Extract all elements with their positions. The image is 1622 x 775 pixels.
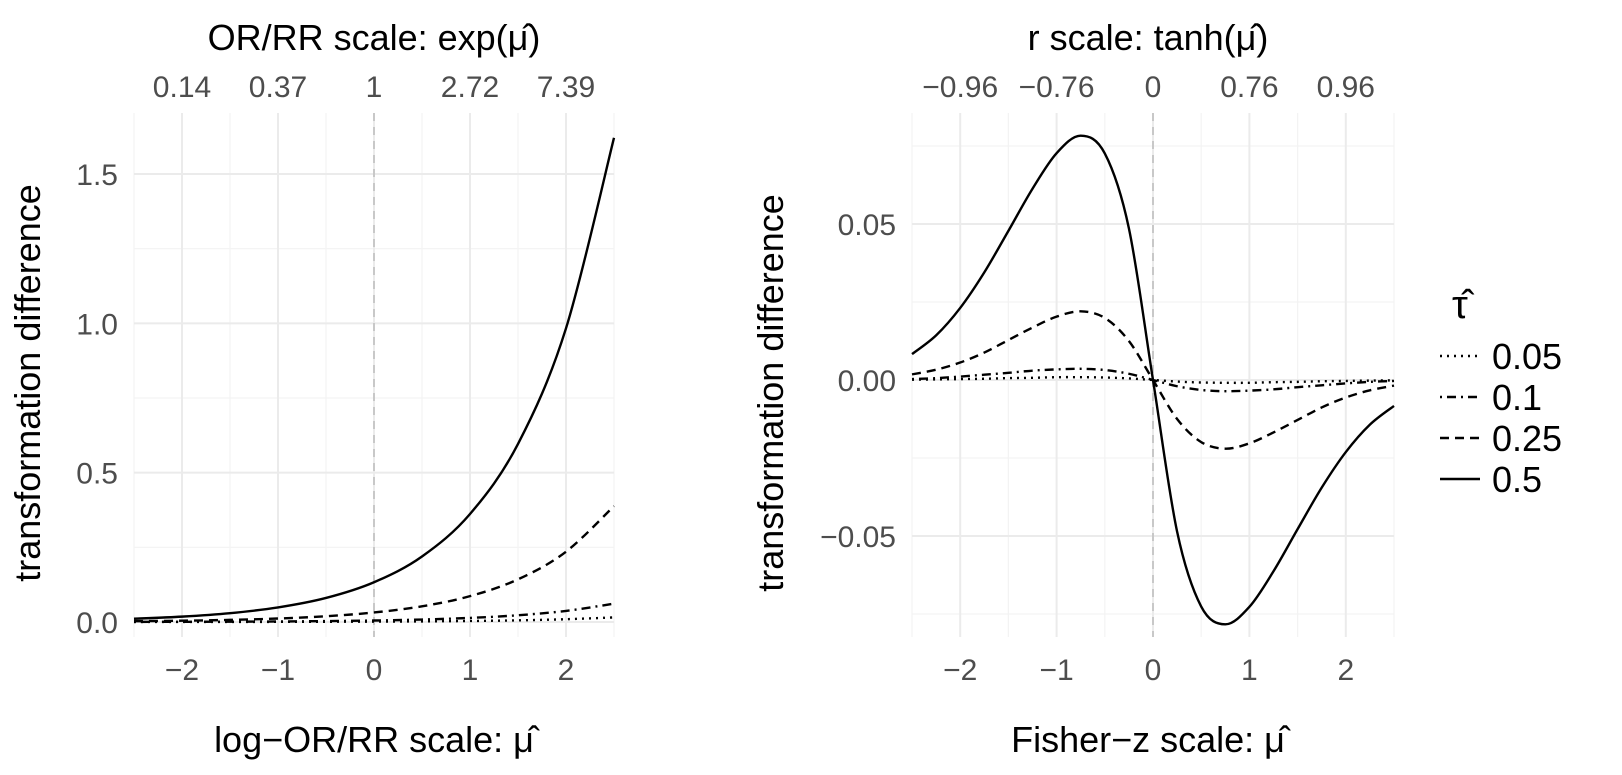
left-panel-x-axis: −2 −1 0 1 2 — [165, 654, 574, 687]
x-tick-label: −1 — [261, 654, 295, 687]
top-axis-tick-label: 1 — [366, 71, 383, 104]
top-axis-tick-label: 0.96 — [1317, 71, 1375, 104]
legend-label-tau-0.25: 0.25 — [1492, 418, 1562, 459]
y-tick-label: 0.0 — [76, 607, 118, 640]
x-tick-label: 1 — [462, 654, 479, 687]
series-line-tau-0.5 — [911, 134, 1395, 626]
x-tick-label: −2 — [165, 654, 199, 687]
left-panel-top-axis: 0.14 0.37 1 2.72 7.39 — [153, 71, 595, 104]
series-line-tau-0.1 — [133, 602, 615, 624]
y-tick-label: 1.5 — [76, 159, 118, 192]
y-tick-label: 0.05 — [838, 209, 896, 242]
x-tick-label: 2 — [558, 654, 575, 687]
top-axis-tick-label: 2.72 — [441, 71, 499, 104]
x-tick-label: −2 — [943, 654, 977, 687]
top-axis-tick-label: −0.96 — [922, 71, 998, 104]
right-panel-x-axis-label: Fisher−z scale: μ̂ — [1011, 719, 1291, 760]
left-panel-series — [133, 137, 616, 624]
legend-title: τ̂ — [1452, 283, 1475, 327]
x-tick-label: 2 — [1337, 654, 1354, 687]
x-tick-label: 1 — [1241, 654, 1258, 687]
left-panel-x-axis-label: log−OR/RR scale: μ̂ — [214, 719, 540, 760]
y-tick-label: 0.00 — [838, 365, 896, 398]
legend: τ̂ 0.050.10.250.5 — [1440, 283, 1562, 500]
top-axis-tick-label: −0.76 — [1019, 71, 1095, 104]
y-tick-label: −0.05 — [820, 521, 896, 554]
top-axis-tick-label: 0.37 — [249, 71, 307, 104]
top-axis-tick-label: 0.76 — [1220, 71, 1278, 104]
right-panel-title: r scale: tanh(μ̂) — [1028, 17, 1269, 58]
left-panel-title: OR/RR scale: exp(μ̂) — [208, 17, 541, 58]
right-panel-top-axis: −0.96 −0.76 0 0.76 0.96 — [922, 71, 1375, 104]
legend-label-tau-0.1: 0.1 — [1492, 377, 1542, 418]
x-tick-label: 0 — [1145, 654, 1162, 687]
top-axis-tick-label: 0 — [1145, 71, 1162, 104]
left-panel: OR/RR scale: exp(μ̂) 0.14 0.37 1 2.72 7.39 0… — [7, 17, 616, 760]
series-line-tau-0.25 — [133, 505, 615, 623]
y-tick-label: 1.0 — [76, 308, 118, 341]
right-panel-grid — [911, 113, 1395, 637]
legend-label-tau-0.05: 0.05 — [1492, 336, 1562, 377]
legend-items: 0.050.10.250.5 — [1440, 336, 1562, 500]
left-panel-y-axis-label: transformation difference — [7, 184, 48, 582]
left-panel-grid — [133, 113, 615, 637]
legend-label-tau-0.5: 0.5 — [1492, 459, 1542, 500]
top-axis-tick-label: 0.14 — [153, 71, 211, 104]
right-panel: r scale: tanh(μ̂) −0.96 −0.76 0 0.76 0.96 −0… — [750, 17, 1395, 760]
right-panel-series — [911, 134, 1395, 626]
right-panel-x-axis: −2 −1 0 1 2 — [943, 654, 1354, 687]
x-tick-label: −1 — [1039, 654, 1073, 687]
top-axis-tick-label: 7.39 — [537, 71, 595, 104]
right-panel-y-axis: −0.05 0.00 0.05 — [820, 209, 896, 554]
left-panel-y-axis: 0.0 0.5 1.0 1.5 — [76, 159, 118, 640]
right-panel-y-axis-label: transformation difference — [750, 194, 791, 592]
y-tick-label: 0.5 — [76, 458, 118, 491]
x-tick-label: 0 — [366, 654, 383, 687]
series-line-tau-0.5 — [133, 137, 616, 620]
